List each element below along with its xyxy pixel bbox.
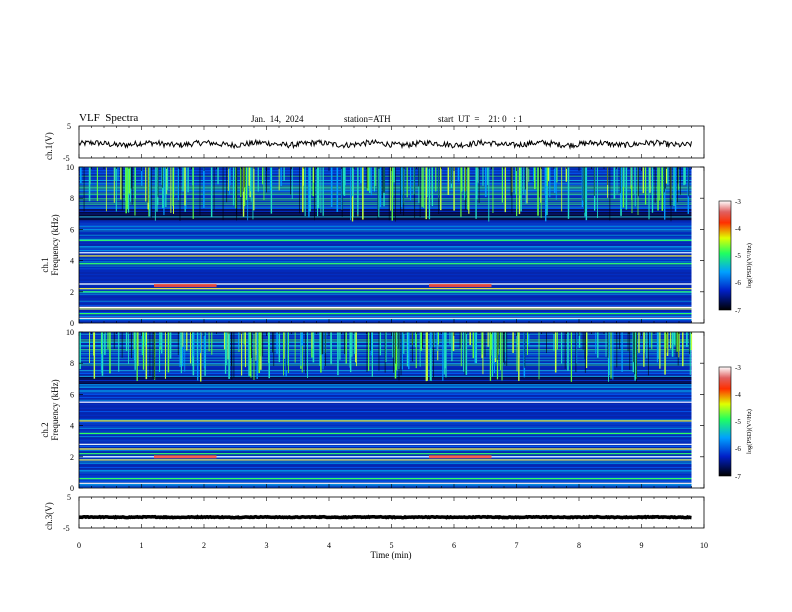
y-tick-label: 10 xyxy=(66,328,74,337)
x-tick-label: 10 xyxy=(700,541,708,550)
y-tick-label: 5 xyxy=(67,122,71,131)
y-tick-label: 6 xyxy=(70,225,74,234)
y-tick-label: 2 xyxy=(70,288,74,297)
colorbar-ch1-tick: -3 xyxy=(735,198,741,206)
y-tick-label: 8 xyxy=(70,359,74,368)
x-tick-label: 3 xyxy=(265,541,269,550)
start-time-label: start UT = 21: 0 : 1 xyxy=(438,114,523,124)
y-tick-label: 4 xyxy=(70,257,74,266)
axes-layer: 0 1 2 3 4 5 6 7 8 9 10 xyxy=(77,126,708,550)
x-tick-label: 0 xyxy=(77,541,81,550)
ch1-spectrogram-panel: 0 2 4 6 8 10 xyxy=(66,163,705,328)
enhanced-band xyxy=(154,284,217,288)
y-tick-label: 4 xyxy=(70,422,74,431)
y-tick-label: 10 xyxy=(66,163,74,172)
ch3-voltage-ylabel: ch.3(V) xyxy=(44,502,54,530)
y-tick-label: 0 xyxy=(70,319,74,328)
x-axis-label: Time (min) xyxy=(371,550,412,560)
colorbar-ch2-tick: -6 xyxy=(735,445,741,453)
ch2-spectrogram-ylabel-channel: ch.2 xyxy=(40,422,50,437)
ch1-spectrogram-ylabel-frequency: Frequency (kHz) xyxy=(50,214,60,275)
enhanced-band xyxy=(429,455,492,459)
y-tick-label: 2 xyxy=(70,453,74,462)
ch3-voltage-panel: 5 -5 xyxy=(63,493,705,533)
y-tick-label: 8 xyxy=(70,194,74,203)
colorbar-ch1-gradient xyxy=(718,200,732,311)
colorbar-ch2-tick: -4 xyxy=(735,391,741,399)
colorbar-ch1-tick: -7 xyxy=(735,307,741,315)
voltage-trace xyxy=(78,514,692,520)
x-tick-label: 5 xyxy=(390,541,394,550)
voltage-trace xyxy=(78,138,692,150)
enhanced-band xyxy=(429,284,492,288)
colorbar-ch1: -3 -4 -5 -6 -7 log(PSD)(V²/Hz) xyxy=(718,198,753,315)
ch1-voltage-panel: 5 -5 xyxy=(63,122,705,163)
date-label: Jan. 14, 2024 xyxy=(251,114,304,124)
y-tick-label: -5 xyxy=(63,524,70,533)
x-tick-label: 7 xyxy=(515,541,519,550)
colorbar-ch2-label: log(PSD)(V²/Hz) xyxy=(746,409,753,454)
ch1-voltage-ylabel: ch.1(V) xyxy=(44,132,54,160)
y-tick-label: 0 xyxy=(70,484,74,493)
chart-title: VLF Spectra xyxy=(79,112,139,124)
x-tick-label: 8 xyxy=(577,541,581,550)
x-tick-label: 4 xyxy=(327,541,331,550)
y-tick-label: 5 xyxy=(67,493,71,502)
plot-frame xyxy=(79,126,704,158)
y-tick-label: 6 xyxy=(70,390,74,399)
colorbar-ch2: -3 -4 -5 -6 -7 log(PSD)(V²/Hz) xyxy=(718,364,753,481)
y-tick-label: -5 xyxy=(63,154,70,163)
ch1-spectrogram-ylabel-channel: ch.1 xyxy=(40,257,50,272)
station-label: station=ATH xyxy=(344,114,391,124)
colorbar-ch1-tick: -6 xyxy=(735,279,741,287)
x-tick-label: 9 xyxy=(640,541,644,550)
ch2-spectrogram-panel: 0 2 4 6 8 10 xyxy=(66,328,705,493)
colorbar-ch1-tick: -5 xyxy=(735,252,741,260)
plot-frame xyxy=(79,497,704,528)
colorbar-ch2-tick: -7 xyxy=(735,473,741,481)
colorbar-ch2-tick: -5 xyxy=(735,418,741,426)
colorbar-ch2-tick: -3 xyxy=(735,364,741,372)
x-tick-label: 6 xyxy=(452,541,456,550)
x-tick-label: 1 xyxy=(140,541,144,550)
ch2-spectrogram-ylabel-frequency: Frequency (kHz) xyxy=(50,379,60,440)
colorbar-ch1-tick: -4 xyxy=(735,225,741,233)
colorbar-ch2-gradient xyxy=(718,366,732,477)
enhanced-band xyxy=(154,455,217,459)
colorbar-ch1-label: log(PSD)(V²/Hz) xyxy=(746,243,753,288)
x-tick-label: 2 xyxy=(202,541,206,550)
